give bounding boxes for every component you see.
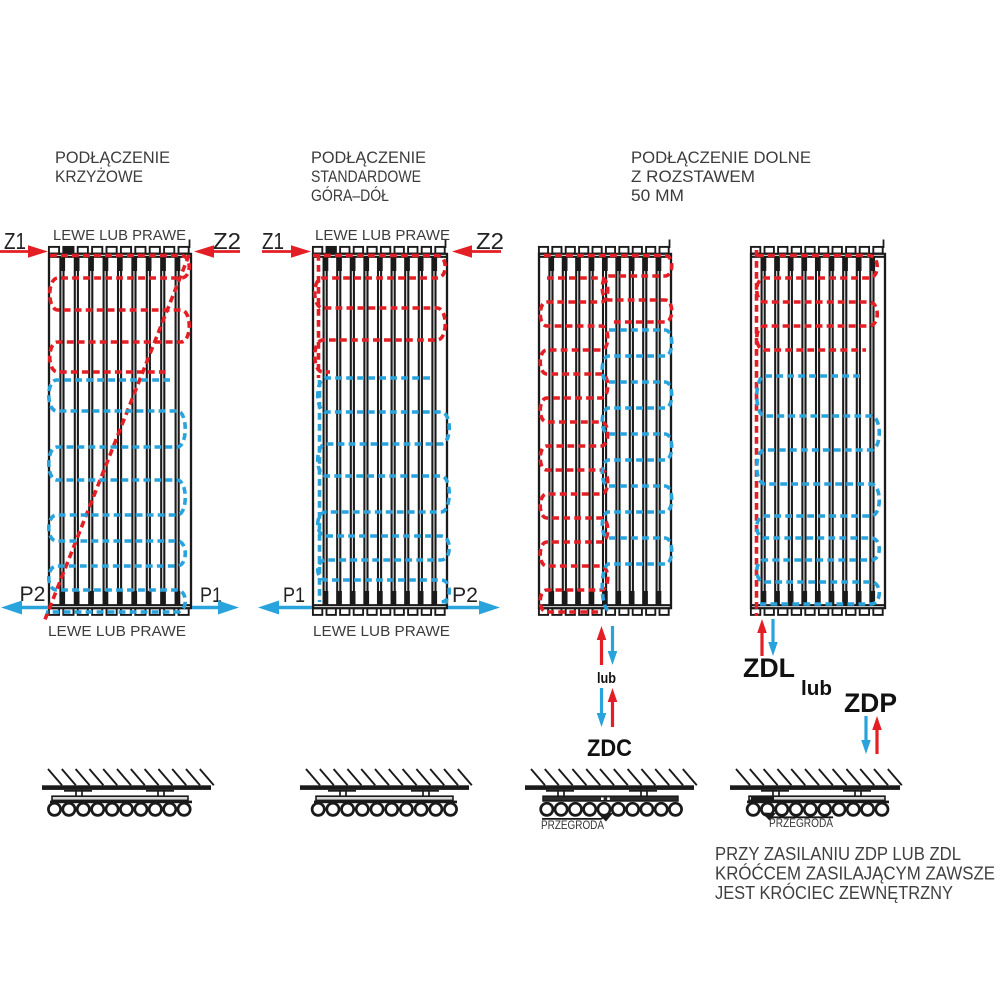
svg-text:LEWE LUB PRAWE: LEWE LUB PRAWE (313, 623, 450, 640)
svg-text:Z2: Z2 (476, 228, 504, 254)
svg-text:JEST KRÓCIEC ZEWNĘTRZNY: JEST KRÓCIEC ZEWNĘTRZNY (715, 882, 953, 903)
svg-text:ZDC: ZDC (587, 735, 632, 762)
svg-text:PRZY ZASILANIU ZDP LUB ZDL: PRZY ZASILANIU ZDP LUB ZDL (715, 844, 961, 864)
svg-text:P2: P2 (20, 583, 46, 606)
svg-text:P2: P2 (452, 584, 478, 607)
svg-text:Z1: Z1 (262, 228, 284, 254)
svg-text:50 MM: 50 MM (631, 186, 684, 205)
svg-text:P1: P1 (283, 584, 305, 607)
svg-text:PRZEGRODA: PRZEGRODA (541, 820, 604, 832)
svg-text:PRZEGRODA: PRZEGRODA (769, 818, 833, 830)
svg-text:STANDARDOWE: STANDARDOWE (311, 167, 421, 186)
svg-text:PODŁĄCZENIE: PODŁĄCZENIE (55, 148, 170, 167)
svg-text:LEWE LUB PRAWE: LEWE LUB PRAWE (53, 227, 186, 244)
svg-text:ZDP: ZDP (844, 688, 897, 718)
svg-text:KRÓĆCEM ZASILAJĄCYM ZAWSZE: KRÓĆCEM ZASILAJĄCYM ZAWSZE (715, 863, 995, 884)
svg-text:GÓRA–DÓŁ: GÓRA–DÓŁ (311, 186, 389, 205)
svg-text:Z ROZSTAWEM: Z ROZSTAWEM (631, 167, 755, 186)
svg-text:lub: lub (801, 678, 832, 700)
svg-text:PODŁĄCZENIE DOLNE: PODŁĄCZENIE DOLNE (631, 148, 811, 167)
svg-text:lub: lub (597, 671, 616, 687)
svg-text:P1: P1 (200, 584, 222, 607)
svg-text:Z1: Z1 (4, 228, 26, 254)
svg-text:ZDL: ZDL (743, 653, 795, 683)
svg-text:LEWE LUB PRAWE: LEWE LUB PRAWE (48, 623, 186, 640)
svg-text:PODŁĄCZENIE: PODŁĄCZENIE (311, 148, 426, 167)
svg-text:LEWE LUB PRAWE: LEWE LUB PRAWE (315, 227, 450, 244)
svg-text:Z2: Z2 (213, 228, 241, 254)
svg-text:KRZYŻOWE: KRZYŻOWE (55, 167, 143, 186)
